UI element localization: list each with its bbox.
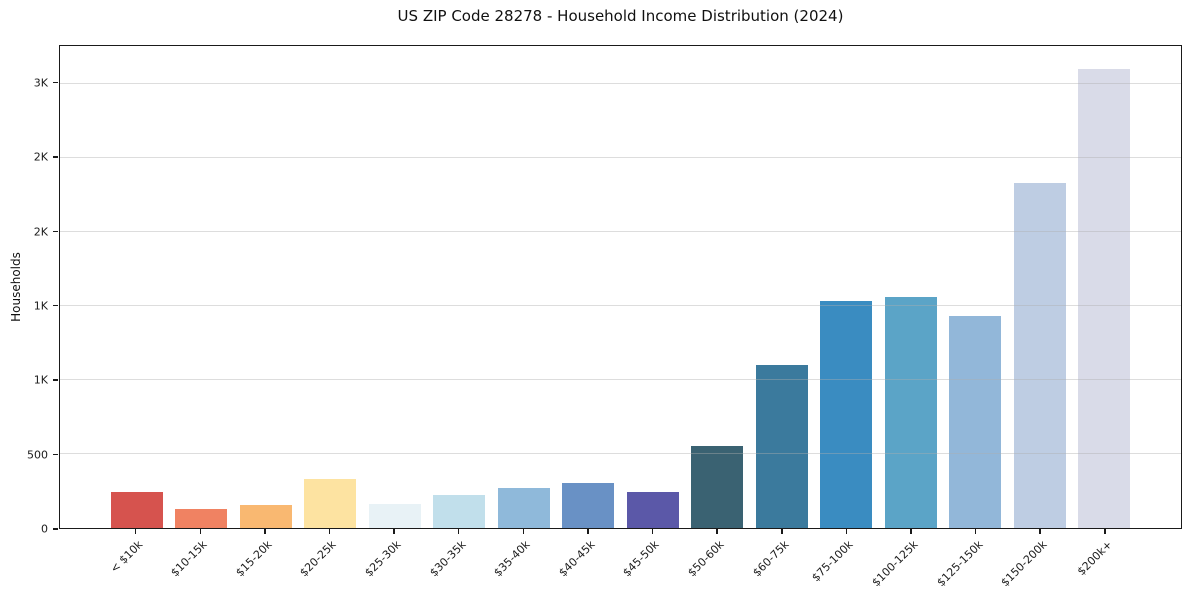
y-axis-ticks: 0 500 1K 1K 2K 2K 3K <box>0 45 59 536</box>
x-tick-label: $60-75k <box>749 538 792 580</box>
x-tick-mark <box>781 529 783 534</box>
x-tick-mark <box>264 529 266 534</box>
bar <box>562 482 615 528</box>
x-tick-label: < $10k <box>107 538 146 576</box>
gridlines-container <box>60 46 1181 528</box>
x-tick-label: $125-150k <box>933 538 986 590</box>
y-tick-label: 2K <box>33 225 48 239</box>
bar <box>175 508 228 528</box>
gridline <box>60 156 1181 158</box>
x-tick-mark <box>587 529 589 534</box>
x-tick-label: $75-100k <box>809 538 856 585</box>
x-tick-label: $100-125k <box>869 538 921 590</box>
x-tick-mark <box>328 529 331 534</box>
y-tick-mark <box>53 453 58 456</box>
y-tick-mark <box>53 81 58 84</box>
gridline <box>60 452 1181 454</box>
x-tick-label: $50-60k <box>685 538 727 580</box>
x-tick-mark <box>199 529 201 534</box>
x-tick-mark <box>1039 529 1041 534</box>
x-tick-label: $40-45k <box>556 538 598 580</box>
bars-container <box>60 46 1181 528</box>
gridline <box>60 82 1181 84</box>
y-tick-label: 2K <box>33 150 48 164</box>
bar <box>433 494 486 528</box>
bar <box>1013 182 1066 528</box>
x-tick-mark <box>651 529 654 534</box>
bar <box>949 316 1002 528</box>
y-tick-label: 1K <box>33 373 48 387</box>
gridline <box>60 304 1181 306</box>
x-tick-label: $15-20k <box>233 538 275 580</box>
x-tick-mark <box>457 529 460 534</box>
x-tick-mark <box>1104 529 1106 534</box>
y-tick-mark <box>53 528 58 530</box>
x-tick-label: $10-15k <box>168 538 210 580</box>
bar <box>368 504 421 528</box>
y-tick-label: 0 <box>41 522 48 536</box>
bar <box>1078 68 1131 528</box>
x-axis-ticks: < $10k $10-15k $15-20k $20-25k $25-30k $30-35… <box>59 529 1182 589</box>
y-tick-mark <box>53 379 58 381</box>
bar <box>691 445 744 528</box>
bar <box>497 488 550 528</box>
chart-title: US ZIP Code 28278 - Household Income Dis… <box>397 7 844 25</box>
plot-area <box>59 45 1182 529</box>
bar <box>304 479 357 528</box>
bar <box>110 492 163 528</box>
x-tick-mark <box>910 529 912 534</box>
gridline <box>60 378 1181 380</box>
gridline <box>60 230 1181 232</box>
y-tick-mark <box>53 304 58 307</box>
x-tick-mark <box>974 529 977 534</box>
x-tick-mark <box>393 529 395 534</box>
x-tick-label: $35-40k <box>491 538 533 580</box>
x-tick-label: $150-200k <box>998 538 1050 590</box>
bar <box>820 301 873 528</box>
bar <box>755 365 808 528</box>
y-tick-label: 1K <box>33 299 48 313</box>
x-tick-label: $45-50k <box>620 538 662 580</box>
x-tick-mark <box>716 529 718 534</box>
x-tick-label: $30-35k <box>426 538 469 580</box>
bar <box>239 505 292 528</box>
y-tick-mark <box>53 230 58 233</box>
y-tick-mark <box>53 156 58 158</box>
x-tick-mark <box>845 529 848 534</box>
bar <box>626 491 679 528</box>
x-tick-label: $20-25k <box>297 538 339 580</box>
y-tick-label: 500 <box>27 448 48 462</box>
x-tick-mark <box>522 529 525 534</box>
x-tick-label: $200k+ <box>1074 538 1115 579</box>
y-tick-label: 3K <box>33 76 48 90</box>
x-tick-mark <box>134 529 137 534</box>
bar <box>884 297 937 528</box>
x-tick-label: $25-30k <box>362 538 404 580</box>
